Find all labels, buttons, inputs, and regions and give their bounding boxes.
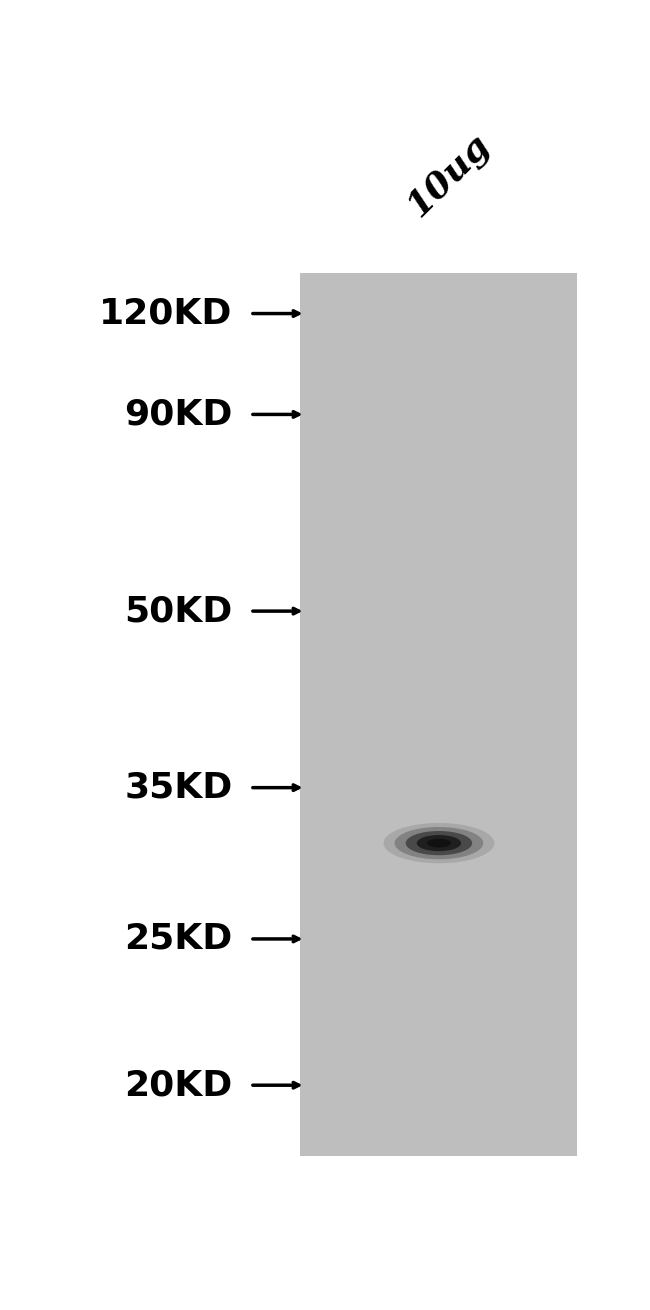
Text: 25KD: 25KD xyxy=(124,922,233,956)
Text: 20KD: 20KD xyxy=(124,1068,233,1102)
Text: 90KD: 90KD xyxy=(124,397,233,431)
Text: 120KD: 120KD xyxy=(99,296,233,330)
Ellipse shape xyxy=(395,827,483,859)
Ellipse shape xyxy=(406,831,472,855)
Ellipse shape xyxy=(426,838,451,848)
Ellipse shape xyxy=(434,841,445,845)
Text: 35KD: 35KD xyxy=(124,770,233,804)
Ellipse shape xyxy=(384,823,494,863)
Text: 10ug: 10ug xyxy=(401,127,497,223)
Bar xyxy=(300,274,577,1155)
Text: 50KD: 50KD xyxy=(124,595,233,627)
Ellipse shape xyxy=(417,834,461,852)
